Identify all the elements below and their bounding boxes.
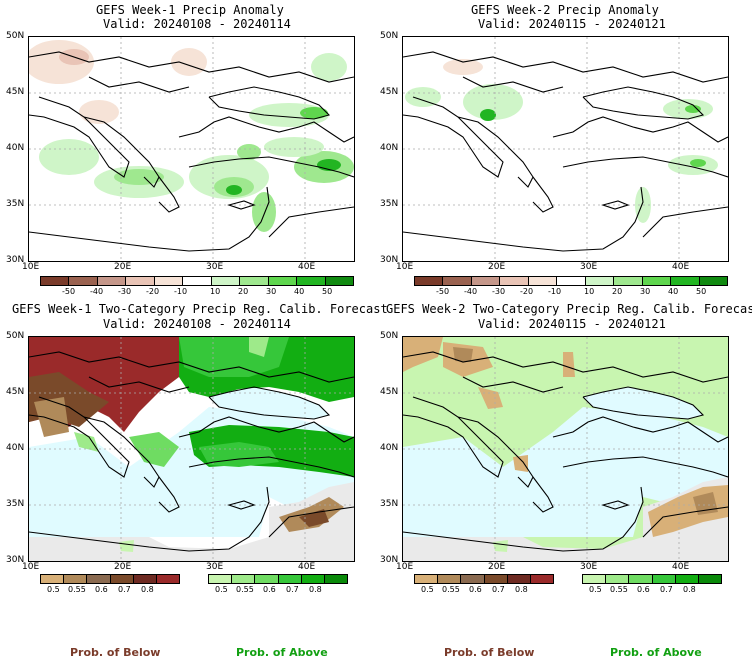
legend-tick: 10 bbox=[584, 287, 595, 296]
legend-tick: 20 bbox=[238, 287, 249, 296]
lat-label: 35N bbox=[6, 199, 25, 209]
legend-tick: 0.5 bbox=[47, 585, 60, 594]
lat-label: 30N bbox=[6, 555, 25, 565]
lat-label: 40N bbox=[6, 443, 25, 453]
lat-label: 45N bbox=[6, 387, 25, 397]
lat-label: 45N bbox=[6, 87, 25, 97]
anomaly-colorbar bbox=[414, 276, 728, 286]
lon-label: 10E bbox=[396, 562, 414, 572]
lat-label: 45N bbox=[380, 387, 399, 397]
legend-tick: -40 bbox=[464, 287, 478, 296]
legend-tick: -40 bbox=[90, 287, 104, 296]
lon-label: 30E bbox=[206, 562, 224, 572]
legend-tick: 0.8 bbox=[683, 585, 696, 594]
legend-tick: -20 bbox=[520, 287, 534, 296]
lat-label: 30N bbox=[380, 255, 399, 265]
lat-label: 35N bbox=[380, 199, 399, 209]
panel1-title: GEFS Week-1 Precip Anomaly bbox=[96, 3, 284, 17]
legend-tick: 0.5 bbox=[215, 585, 228, 594]
legend-tick: 40 bbox=[294, 287, 305, 296]
lon-label: 40E bbox=[672, 262, 690, 272]
legend-tick: 0.55 bbox=[68, 585, 86, 594]
legend-tick: 0.7 bbox=[286, 585, 299, 594]
lon-label: 10E bbox=[396, 262, 414, 272]
legend-tick: -50 bbox=[62, 287, 76, 296]
lat-label: 35N bbox=[380, 499, 399, 509]
lon-label: 30E bbox=[580, 562, 598, 572]
lat-label: 45N bbox=[380, 87, 399, 97]
lat-label: 35N bbox=[6, 499, 25, 509]
legend-tick: 0.6 bbox=[469, 585, 482, 594]
legend-tick: 0.8 bbox=[309, 585, 322, 594]
lat-label: 40N bbox=[6, 143, 25, 153]
lat-label: 50N bbox=[380, 331, 399, 341]
lon-label: 30E bbox=[206, 262, 224, 272]
legend-tick: 0.7 bbox=[492, 585, 505, 594]
legend-tick: 0.8 bbox=[141, 585, 154, 594]
legend-tick: 20 bbox=[612, 287, 623, 296]
panel1-valid: Valid: 20240108 - 20240114 bbox=[103, 17, 291, 31]
legend-tick: 0.7 bbox=[118, 585, 131, 594]
lat-label: 50N bbox=[6, 31, 25, 41]
panel3-title: GEFS Week-1 Two-Category Precip Reg. Cal… bbox=[12, 302, 388, 316]
lon-label: 30E bbox=[580, 262, 598, 272]
legend-tick: -20 bbox=[146, 287, 160, 296]
panel3-valid: Valid: 20240108 - 20240114 bbox=[103, 317, 291, 331]
panel2-title: GEFS Week-2 Precip Anomaly bbox=[471, 3, 659, 17]
lat-label: 40N bbox=[380, 143, 399, 153]
panel2-valid: Valid: 20240115 - 20240121 bbox=[478, 17, 666, 31]
lon-label: 40E bbox=[298, 562, 316, 572]
prob-below-label: Prob. of Below bbox=[444, 646, 535, 659]
lon-label: 20E bbox=[488, 262, 506, 272]
lon-label: 20E bbox=[114, 562, 132, 572]
panel1-map bbox=[28, 36, 355, 262]
panel2-map bbox=[402, 36, 729, 262]
panel4-map bbox=[402, 336, 729, 562]
panel4-valid: Valid: 20240115 - 20240121 bbox=[478, 317, 666, 331]
legend-tick: 0.55 bbox=[236, 585, 254, 594]
legend-tick: 40 bbox=[668, 287, 679, 296]
legend-tick: 30 bbox=[266, 287, 277, 296]
legend-tick: 0.55 bbox=[442, 585, 460, 594]
legend-tick: -10 bbox=[174, 287, 188, 296]
legend-tick: 50 bbox=[322, 287, 333, 296]
below-colorbar bbox=[414, 574, 554, 584]
lat-label: 50N bbox=[380, 31, 399, 41]
panel3-map bbox=[28, 336, 355, 562]
legend-tick: 0.5 bbox=[589, 585, 602, 594]
legend-tick: 0.7 bbox=[660, 585, 673, 594]
legend-tick: -50 bbox=[436, 287, 450, 296]
panel4-title: GEFS Week-2 Two-Category Precip Reg. Cal… bbox=[386, 302, 752, 316]
lon-label: 20E bbox=[114, 262, 132, 272]
above-colorbar bbox=[582, 574, 722, 584]
prob-above-label: Prob. of Above bbox=[236, 646, 328, 659]
legend-tick: -10 bbox=[548, 287, 562, 296]
lon-label: 20E bbox=[488, 562, 506, 572]
prob-below-label: Prob. of Below bbox=[70, 646, 161, 659]
legend-tick: 30 bbox=[640, 287, 651, 296]
lat-label: 40N bbox=[380, 443, 399, 453]
lon-label: 40E bbox=[672, 562, 690, 572]
lat-label: 30N bbox=[380, 555, 399, 565]
lon-label: 10E bbox=[22, 262, 40, 272]
anomaly-colorbar bbox=[40, 276, 354, 286]
lat-label: 30N bbox=[6, 255, 25, 265]
legend-tick: 0.5 bbox=[421, 585, 434, 594]
legend-tick: 0.8 bbox=[515, 585, 528, 594]
legend-tick: 10 bbox=[210, 287, 221, 296]
legend-tick: -30 bbox=[492, 287, 506, 296]
lat-label: 50N bbox=[6, 331, 25, 341]
above-colorbar bbox=[208, 574, 348, 584]
legend-tick: -30 bbox=[118, 287, 132, 296]
legend-tick: 0.6 bbox=[637, 585, 650, 594]
below-colorbar bbox=[40, 574, 180, 584]
lon-label: 40E bbox=[298, 262, 316, 272]
prob-above-label: Prob. of Above bbox=[610, 646, 702, 659]
lon-label: 10E bbox=[22, 562, 40, 572]
legend-tick: 50 bbox=[696, 287, 707, 296]
legend-tick: 0.55 bbox=[610, 585, 628, 594]
legend-tick: 0.6 bbox=[95, 585, 108, 594]
legend-tick: 0.6 bbox=[263, 585, 276, 594]
